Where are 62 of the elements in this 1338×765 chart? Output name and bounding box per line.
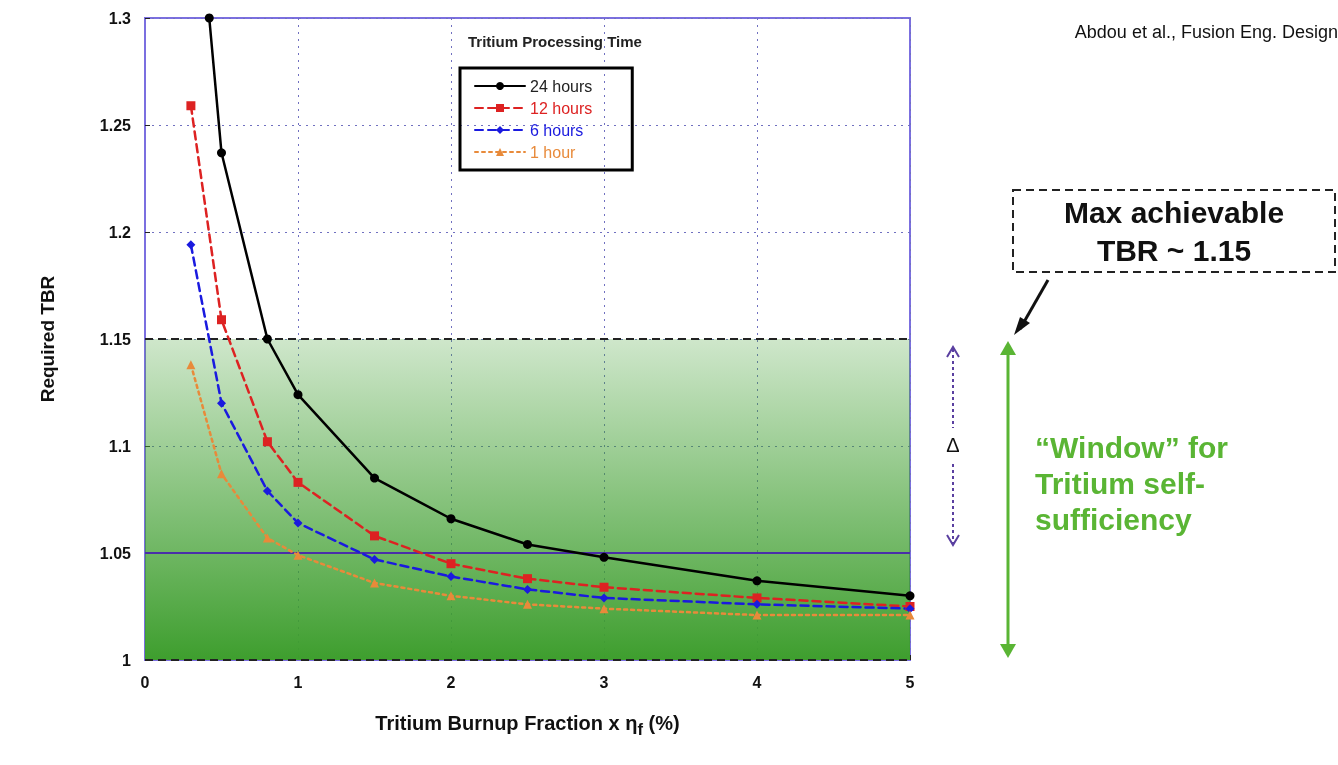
legend-label: 6 hours bbox=[530, 121, 584, 139]
x-axis-title: Tritium Burnup Fraction x η$_{f}$ (%) bbox=[374, 712, 681, 740]
y-tick-label: 1.3 bbox=[108, 9, 132, 27]
point bbox=[262, 486, 272, 496]
point bbox=[262, 533, 272, 543]
point bbox=[752, 576, 762, 586]
x-tick-label: 4 bbox=[752, 673, 762, 691]
y-tick-label: 1 bbox=[122, 651, 132, 669]
legend-label: 12 hours bbox=[530, 99, 593, 117]
point bbox=[752, 610, 762, 620]
point bbox=[293, 550, 303, 560]
point bbox=[599, 552, 609, 562]
point bbox=[186, 101, 196, 111]
point bbox=[446, 559, 456, 569]
point bbox=[599, 604, 609, 614]
legend-label: 24 hours bbox=[530, 77, 593, 95]
y-tick-label: 1.25 bbox=[99, 116, 132, 134]
point bbox=[523, 574, 532, 584]
point bbox=[186, 360, 196, 370]
point bbox=[905, 610, 915, 620]
text: Max achievable TBR ~ 1.15 bbox=[1062, 195, 1286, 269]
point bbox=[752, 599, 762, 609]
legend-label: 1 hour bbox=[530, 143, 577, 161]
point bbox=[523, 584, 532, 594]
point bbox=[446, 514, 456, 524]
text: “Window” for Tritium self-sufficiency bbox=[1035, 429, 1230, 538]
point bbox=[599, 593, 609, 603]
text: Δ bbox=[945, 434, 961, 457]
point bbox=[217, 148, 226, 158]
x-tick-label: 5 bbox=[905, 673, 915, 691]
x-tick-label: 3 bbox=[599, 673, 609, 691]
x-tick-label: 2 bbox=[446, 673, 456, 691]
point bbox=[262, 334, 272, 344]
point bbox=[523, 599, 532, 609]
legend-title: Tritium Processing Time bbox=[468, 33, 642, 50]
point bbox=[370, 554, 379, 564]
point bbox=[262, 437, 272, 447]
x-tick-label: 1 bbox=[293, 673, 303, 691]
point bbox=[599, 582, 609, 592]
y-tick-label: 1.2 bbox=[108, 223, 132, 241]
point bbox=[523, 539, 532, 549]
point bbox=[293, 477, 303, 487]
y-tick-label: 1.15 bbox=[99, 330, 132, 348]
point bbox=[370, 531, 379, 541]
point bbox=[217, 469, 226, 479]
y-tick-label: 1.05 bbox=[99, 544, 132, 562]
point bbox=[370, 578, 379, 588]
point bbox=[204, 13, 214, 23]
point bbox=[217, 315, 226, 325]
point bbox=[217, 398, 226, 408]
point bbox=[446, 572, 456, 582]
point bbox=[293, 390, 303, 400]
point bbox=[370, 473, 379, 483]
point bbox=[293, 518, 303, 528]
point bbox=[905, 591, 915, 601]
point bbox=[752, 593, 762, 603]
y-axis-title: Required TBR bbox=[37, 275, 58, 403]
point bbox=[446, 591, 456, 601]
point bbox=[186, 240, 196, 250]
text: Abdou et al., Fusion Eng. Design bbox=[1074, 22, 1338, 43]
x-tick-label: 0 bbox=[140, 673, 150, 691]
y-tick-label: 1.1 bbox=[108, 437, 132, 455]
